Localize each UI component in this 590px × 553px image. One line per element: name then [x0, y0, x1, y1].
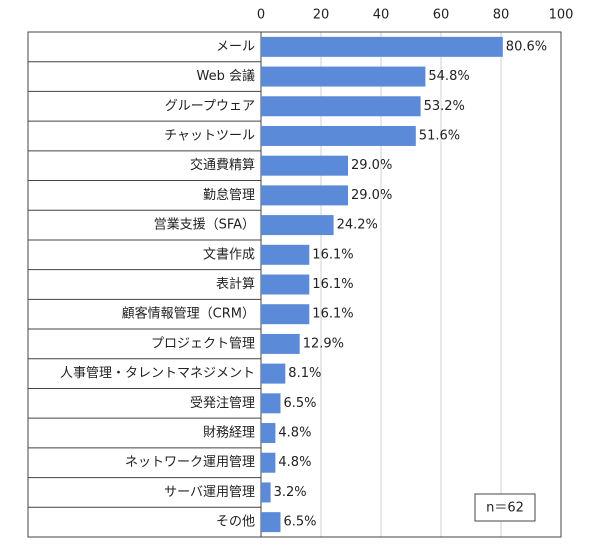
- value-label: 12.9%: [303, 336, 344, 351]
- y-tick-label: ネットワーク運用管理: [125, 455, 255, 470]
- y-tick-label: 交通費精算: [190, 157, 255, 173]
- y-tick-label: 受発注管理: [190, 396, 255, 411]
- value-label: 3.2%: [274, 485, 307, 500]
- y-tick-label: 人事管理・タレントマネジメント: [60, 366, 255, 381]
- bar: [261, 482, 271, 503]
- bar: [261, 304, 310, 325]
- y-tick-label: 表計算: [216, 276, 255, 292]
- x-tick-label: 0: [257, 8, 265, 23]
- y-tick-label: グループウェア: [165, 99, 255, 114]
- y-tick-label: Web 会議: [197, 69, 255, 84]
- y-tick-label: 勤怠管理: [203, 187, 255, 203]
- y-tick-label: 文書作成: [203, 247, 255, 262]
- bar: [261, 36, 503, 57]
- annotation-box: [474, 493, 536, 522]
- value-label: 4.8%: [278, 426, 311, 441]
- value-label: 29.0%: [351, 188, 392, 203]
- bar: [261, 66, 426, 87]
- y-tick-label: メール: [216, 39, 255, 54]
- bar: [261, 452, 276, 473]
- value-label: 4.8%: [278, 455, 311, 470]
- value-label: 24.2%: [337, 218, 378, 233]
- value-label: 54.8%: [428, 69, 469, 84]
- annotation: n＝62: [486, 501, 524, 516]
- x-tick-label: 40: [373, 8, 390, 23]
- bar: [261, 244, 310, 265]
- value-label: 16.1%: [312, 247, 353, 262]
- bar: [261, 96, 421, 117]
- y-tick-label: その他: [216, 515, 255, 530]
- bar: [261, 363, 286, 384]
- plot-frame: [27, 31, 562, 538]
- bar: [261, 393, 281, 414]
- value-label: 16.1%: [312, 277, 353, 292]
- bar: [261, 423, 276, 444]
- x-tick-label: 100: [549, 8, 574, 23]
- y-tick-label: 顧客情報管理（CRM）: [122, 306, 255, 322]
- bar: [261, 333, 300, 354]
- bar: [261, 215, 334, 236]
- bar: [261, 125, 416, 146]
- bar: [261, 274, 310, 295]
- x-tick-label: 20: [313, 8, 330, 23]
- y-tick-label: チャットツール: [164, 128, 255, 143]
- value-label: 6.5%: [284, 515, 317, 530]
- value-label: 16.1%: [312, 307, 353, 322]
- value-label: 53.2%: [424, 99, 465, 114]
- value-label: 29.0%: [351, 158, 392, 173]
- x-tick-label: 60: [433, 8, 450, 23]
- x-tick-label: 80: [493, 8, 510, 23]
- bar: [261, 185, 348, 206]
- y-tick-label: 営業支援（SFA）: [154, 217, 255, 233]
- y-tick-label: 財務経理: [203, 426, 255, 441]
- value-label: 8.1%: [288, 366, 321, 381]
- value-label: 6.5%: [284, 396, 317, 411]
- bar: [261, 155, 348, 176]
- value-label: 51.6%: [419, 128, 460, 143]
- bar: [261, 512, 281, 533]
- value-label: 80.6%: [506, 39, 547, 54]
- y-tick-label: プロジェクト管理: [151, 336, 255, 351]
- y-tick-label: サーバ運用管理: [164, 485, 255, 500]
